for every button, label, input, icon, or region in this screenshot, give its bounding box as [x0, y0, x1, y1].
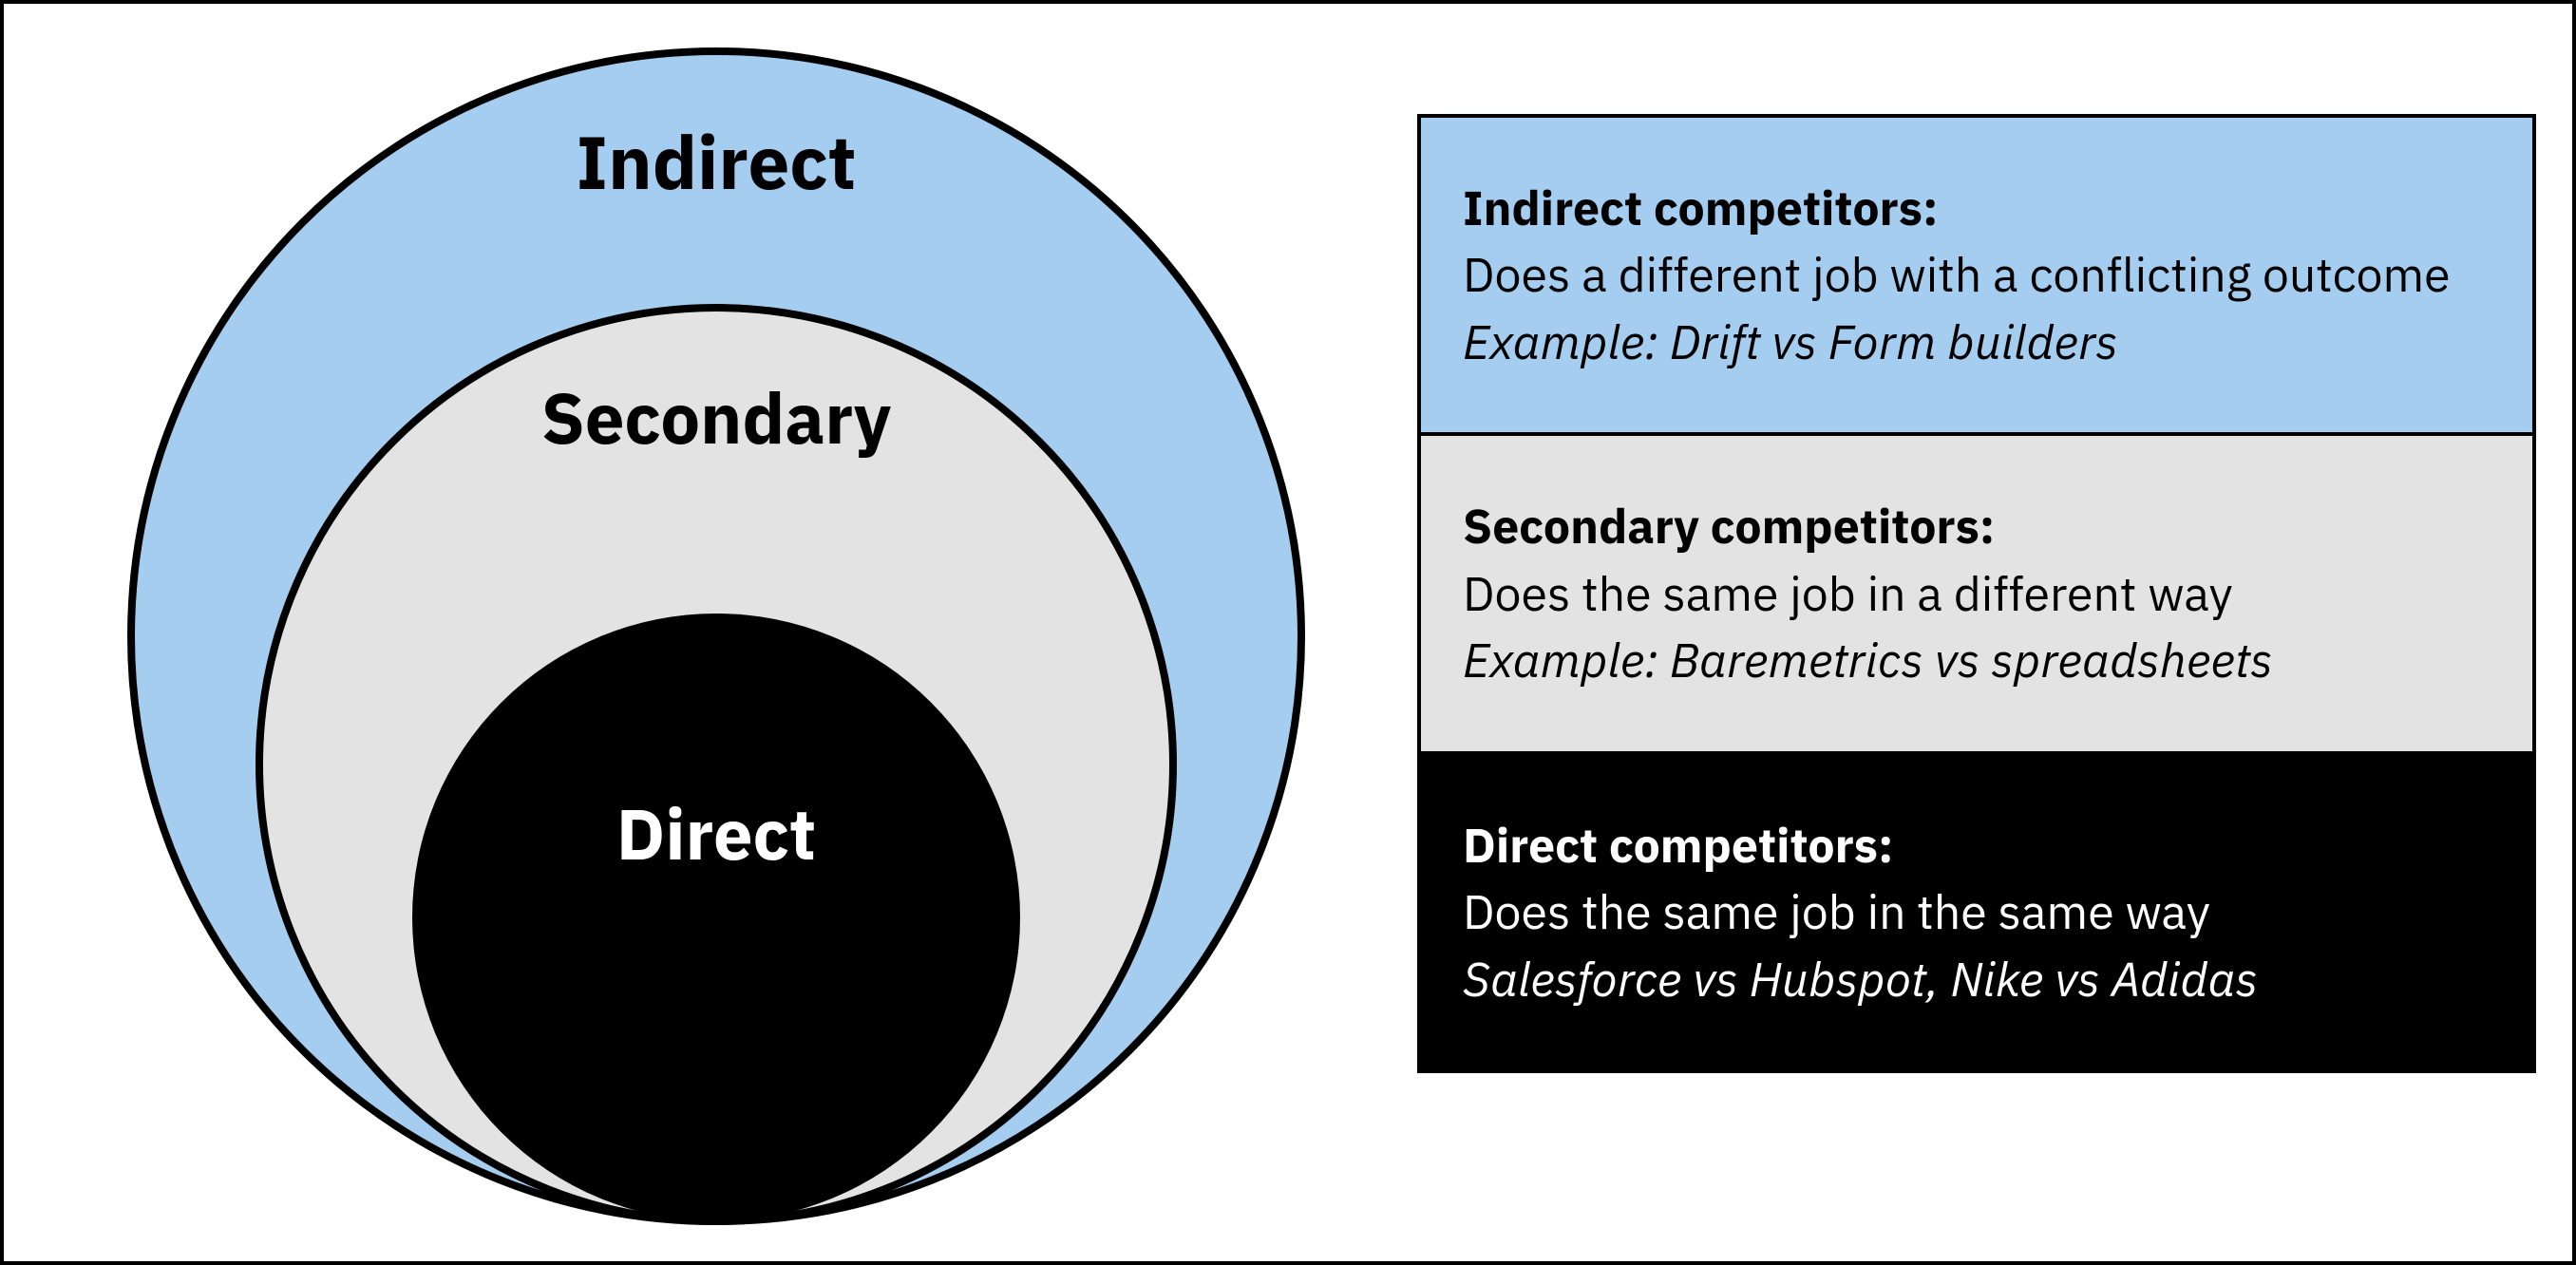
label-direct: Direct	[118, 788, 1315, 879]
legend-row-secondary: Secondary competitors: Does the same job…	[1421, 432, 2532, 750]
legend-example: Example: Drift vs Form builders	[1463, 312, 2491, 372]
legend-title: Indirect competitors:	[1463, 179, 2491, 238]
nested-circles: Indirect Secondary Direct	[118, 38, 1315, 1235]
legend-row-indirect: Indirect competitors: Does a different j…	[1421, 118, 2532, 432]
legend: Indirect competitors: Does a different j…	[1417, 114, 2536, 1073]
legend-desc: Does the same job in a different way	[1463, 564, 2491, 624]
legend-title: Direct competitors:	[1463, 816, 2491, 876]
legend-desc: Does a different job with a conflicting …	[1463, 245, 2491, 305]
legend-example: Example: Baremetrics vs spreadsheets	[1463, 631, 2491, 690]
legend-title: Secondary competitors:	[1463, 497, 2491, 557]
circle-direct	[412, 614, 1020, 1221]
legend-example: Salesforce vs Hubspot, Nike vs Adidas	[1463, 950, 2491, 1010]
legend-desc: Does the same job in the same way	[1463, 882, 2491, 942]
diagram-frame: Indirect Secondary Direct Indirect compe…	[0, 0, 2576, 1265]
label-secondary: Secondary	[118, 372, 1315, 463]
label-indirect: Indirect	[118, 114, 1315, 210]
legend-row-direct: Direct competitors: Does the same job in…	[1421, 751, 2532, 1069]
